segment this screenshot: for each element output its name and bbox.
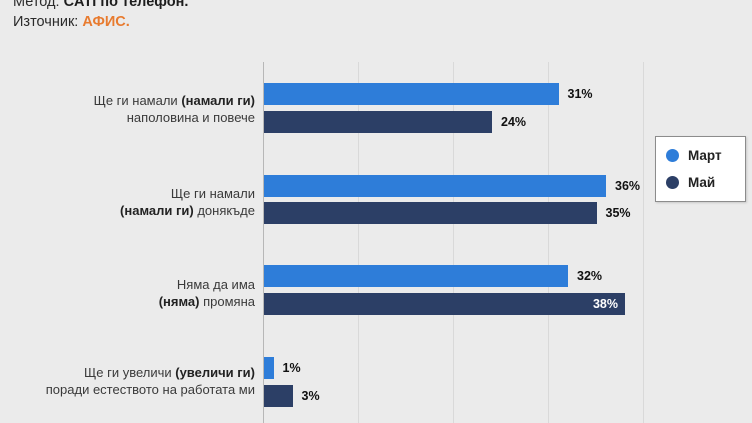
category-label-line: Ще ги увеличи (увеличи ги)	[84, 365, 255, 380]
bar-row-reduce-somewhat-mart: 36%	[264, 175, 640, 197]
source-line: Източник: АФИС.	[13, 12, 188, 32]
gridline-30pct	[548, 62, 549, 423]
bar-row-reduce-half-mart: 31%	[264, 83, 593, 105]
bar-may-no-change: 38%	[264, 293, 625, 315]
category-label-line: наполовина и повече	[126, 110, 255, 125]
bar-may-reduce-half	[264, 111, 492, 133]
category-label-line: Ще ги намали	[170, 186, 255, 201]
bar-may-increase	[264, 385, 293, 407]
bar-mart-no-change	[264, 265, 568, 287]
bar-row-increase-may: 3%	[264, 385, 320, 407]
category-label-line: Ще ги намали (намали ги)	[93, 93, 255, 108]
bar-mart-increase	[264, 357, 274, 379]
bar-mart-reduce-half	[264, 83, 559, 105]
bar-value-label: 31%	[567, 87, 593, 101]
bar-value-label: 32%	[577, 269, 603, 283]
source-label: Източник:	[13, 14, 79, 30]
gridline-40pct	[643, 62, 644, 423]
chart-subtitle-block: Метод: CATI по телефон. Източник: АФИС.	[13, 0, 188, 32]
method-value: CATI по телефон.	[63, 0, 189, 10]
category-label-no-change: Няма да има (няма) промяна	[0, 276, 255, 310]
bar-value-label: 24%	[501, 115, 527, 129]
bar-mart-reduce-somewhat	[264, 175, 606, 197]
bar-value-label: 36%	[615, 179, 641, 193]
legend-item-may[interactable]: Май	[666, 169, 737, 196]
legend-marker-circle-mart	[666, 149, 679, 162]
category-label-reduce-half: Ще ги намали (намали ги) наполовина и по…	[0, 92, 255, 126]
bar-value-label: 38%	[592, 297, 618, 311]
bar-row-reduce-somewhat-may: 35%	[264, 202, 631, 224]
legend: Март Май	[655, 136, 746, 202]
gridline-20pct	[453, 62, 454, 423]
legend-item-label: Март	[688, 148, 722, 163]
category-label-line: (няма) промяна	[158, 294, 255, 309]
bar-row-no-change-may: 38%	[264, 293, 625, 315]
category-label-increase: Ще ги увеличи (увеличи ги) поради естест…	[0, 364, 255, 398]
legend-item-mart[interactable]: Март	[666, 142, 737, 169]
method-label: Метод:	[13, 0, 60, 10]
bar-value-label: 3%	[301, 389, 320, 403]
category-label-line: Няма да има	[176, 277, 255, 292]
bar-value-label: 35%	[605, 206, 631, 220]
category-label-reduce-somewhat: Ще ги намали (намали ги) донякъде	[0, 185, 255, 219]
category-label-line: (намали ги) донякъде	[120, 203, 255, 218]
method-line: Метод: CATI по телефон.	[13, 0, 188, 12]
bar-row-increase-mart: 1%	[264, 357, 301, 379]
bar-row-no-change-mart: 32%	[264, 265, 602, 287]
bar-value-label: 1%	[282, 361, 301, 375]
bar-may-reduce-somewhat	[264, 202, 597, 224]
plot-area: 31% 24% 36% 35% 32% 38% 1%	[263, 62, 752, 423]
bar-row-reduce-half-may: 24%	[264, 111, 526, 133]
legend-item-label: Май	[688, 175, 716, 190]
gridline-10pct	[358, 62, 359, 423]
source-value: АФИС.	[82, 14, 130, 30]
legend-marker-circle-may	[666, 176, 679, 189]
category-label-line: поради естеството на работата ми	[45, 382, 255, 397]
